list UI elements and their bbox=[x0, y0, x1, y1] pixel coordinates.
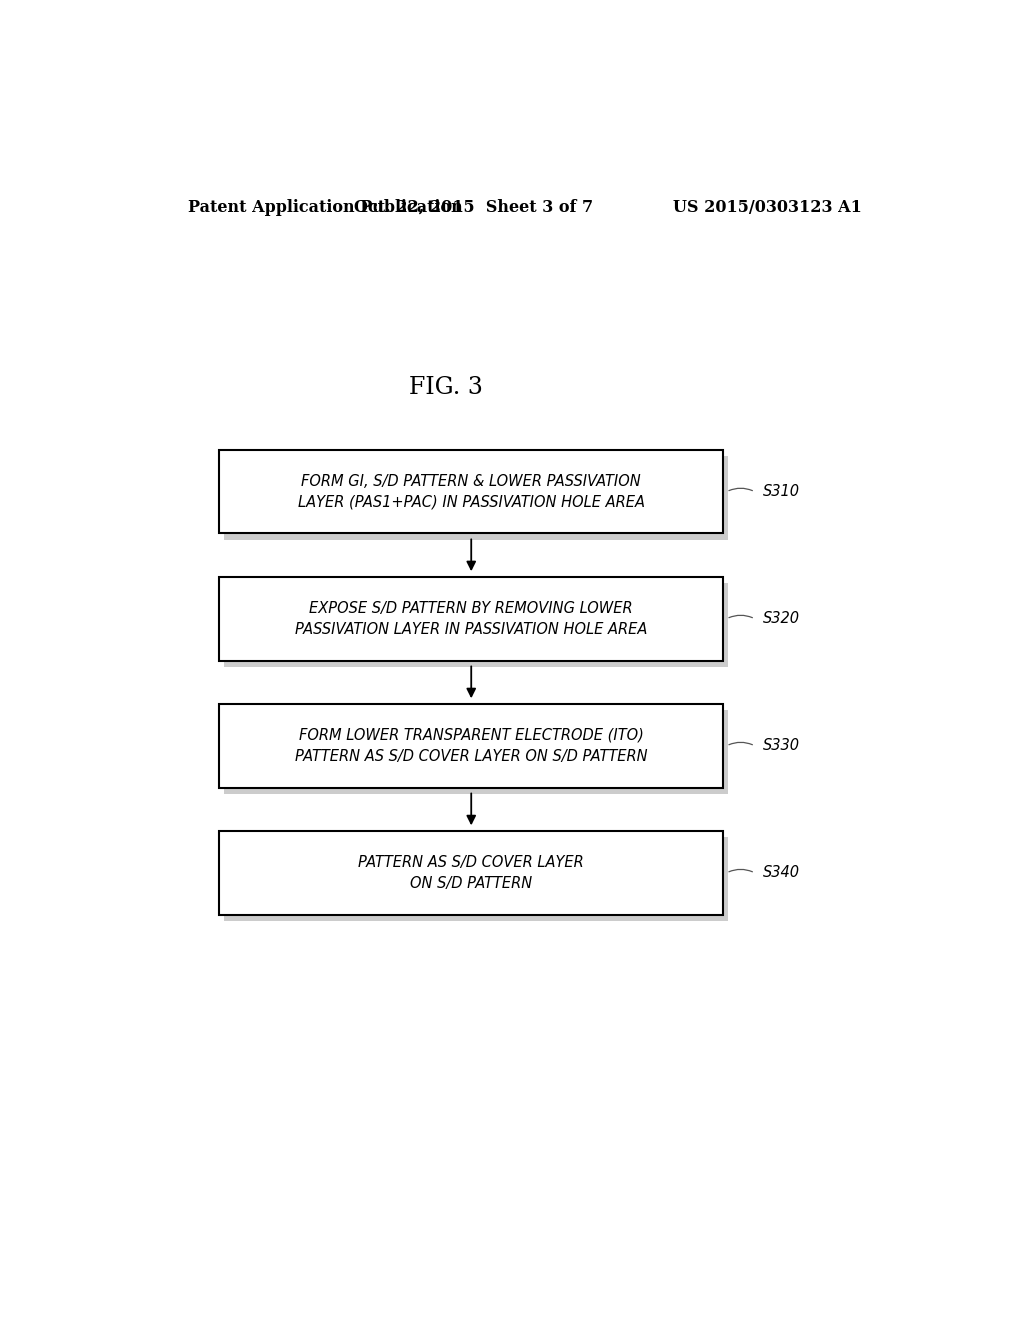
Text: S330: S330 bbox=[763, 738, 800, 754]
Bar bbox=[219, 577, 723, 660]
Text: EXPOSE S/D PATTERN BY REMOVING LOWER
PASSIVATION LAYER IN PASSIVATION HOLE AREA: EXPOSE S/D PATTERN BY REMOVING LOWER PAS… bbox=[295, 601, 647, 636]
Text: FORM LOWER TRANSPARENT ELECTRODE (ITO)
PATTERN AS S/D COVER LAYER ON S/D PATTERN: FORM LOWER TRANSPARENT ELECTRODE (ITO) P… bbox=[295, 727, 647, 764]
Bar bbox=[219, 450, 723, 533]
Bar bbox=[224, 583, 728, 667]
Text: S320: S320 bbox=[763, 611, 800, 626]
Text: FIG. 3: FIG. 3 bbox=[409, 376, 482, 399]
Text: S310: S310 bbox=[763, 484, 800, 499]
Text: PATTERN AS S/D COVER LAYER
ON S/D PATTERN: PATTERN AS S/D COVER LAYER ON S/D PATTER… bbox=[358, 855, 584, 891]
Bar bbox=[224, 710, 728, 793]
Bar bbox=[219, 704, 723, 788]
Text: S340: S340 bbox=[763, 866, 800, 880]
Text: Patent Application Publication: Patent Application Publication bbox=[187, 199, 462, 215]
Text: FORM GI, S/D PATTERN & LOWER PASSIVATION
LAYER (PAS1+PAC) IN PASSIVATION HOLE AR: FORM GI, S/D PATTERN & LOWER PASSIVATION… bbox=[298, 474, 645, 510]
Text: Oct. 22, 2015  Sheet 3 of 7: Oct. 22, 2015 Sheet 3 of 7 bbox=[353, 199, 593, 215]
Bar bbox=[224, 457, 728, 540]
Text: US 2015/0303123 A1: US 2015/0303123 A1 bbox=[673, 199, 862, 215]
Bar bbox=[224, 837, 728, 921]
Bar bbox=[219, 832, 723, 915]
